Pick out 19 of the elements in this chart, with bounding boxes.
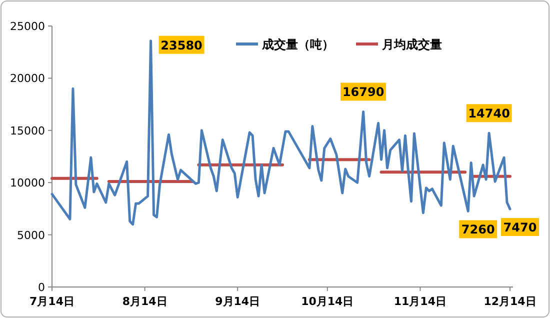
y-tick-label: 15000 (10, 124, 45, 138)
x-tick-label: 12月14日 (484, 295, 536, 308)
legend-label: 成交量（吨） (261, 38, 334, 52)
annotation: 7470 (501, 218, 539, 236)
annotation: 7260 (459, 220, 498, 238)
y-tick-label: 20000 (10, 72, 45, 86)
x-tick-label: 7月14日 (30, 295, 74, 308)
annotation: 23580 (158, 36, 204, 54)
x-tick-label: 11月14日 (394, 295, 447, 308)
x-tick-label: 8月14日 (122, 295, 168, 308)
y-tick-label: 0 (38, 281, 45, 294)
y-tick-label: 5000 (17, 228, 45, 242)
y-tick-label: 25000 (10, 20, 45, 33)
annotation: 16790 (340, 82, 386, 101)
x-tick-label: 9月14日 (215, 295, 260, 308)
y-tick-label: 10000 (10, 176, 45, 190)
x-tick-label: 10月14日 (301, 295, 354, 308)
legend-label: 月均成交量 (381, 38, 442, 52)
annotation: 14740 (466, 104, 512, 122)
